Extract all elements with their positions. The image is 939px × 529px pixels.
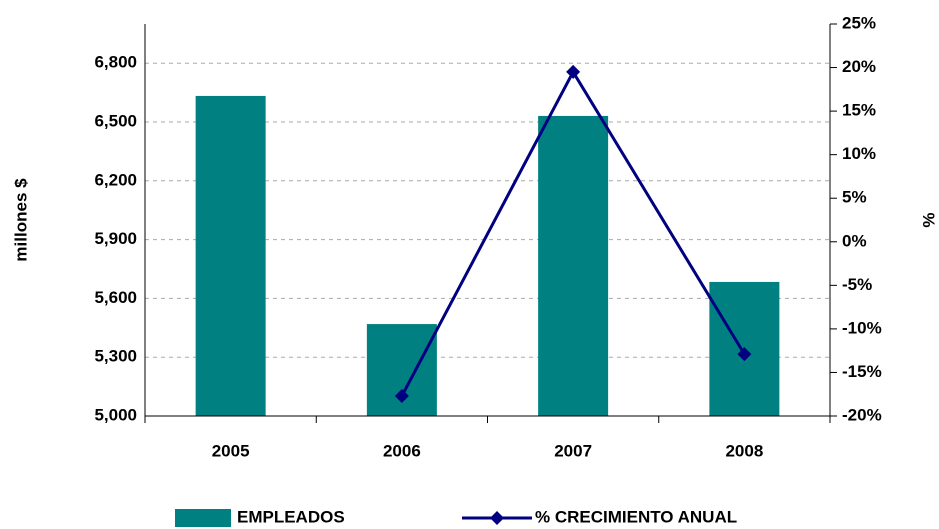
legend-swatch xyxy=(175,509,231,527)
y-tick-label: 6,800 xyxy=(94,53,137,72)
y-axis-label: millones $ xyxy=(11,178,30,262)
y2-tick-label: -10% xyxy=(842,318,882,337)
y2-tick-label: -5% xyxy=(842,275,872,294)
legend-label: % CRECIMIENTO ANUAL xyxy=(535,507,737,526)
y2-tick-label: 10% xyxy=(842,144,876,163)
legend-marker xyxy=(490,511,504,525)
y-tick-label: 6,200 xyxy=(94,170,137,189)
line-marker xyxy=(737,347,752,362)
y2-tick-label: 15% xyxy=(842,101,876,120)
x-tick-label: 2007 xyxy=(554,441,592,460)
bar xyxy=(538,115,609,416)
x-tick-label: 2005 xyxy=(212,441,250,460)
line-marker xyxy=(394,388,409,403)
y2-tick-label: 25% xyxy=(842,13,876,32)
x-tick-label: 2008 xyxy=(725,441,763,460)
y-tick-label: 5,300 xyxy=(94,347,137,366)
y2-tick-label: 20% xyxy=(842,57,876,76)
y-tick-label: 5,900 xyxy=(94,229,137,248)
y2-tick-label: 5% xyxy=(842,188,867,207)
y-tick-label: 5,000 xyxy=(94,405,137,424)
y2-tick-label: -20% xyxy=(842,405,882,424)
line-marker xyxy=(566,64,581,79)
y2-tick-label: -15% xyxy=(842,362,882,381)
y2-tick-label: 0% xyxy=(842,231,867,250)
legend-label: EMPLEADOS xyxy=(237,507,345,526)
bar xyxy=(195,95,266,416)
x-tick-label: 2006 xyxy=(383,441,421,460)
y2-axis-label: % xyxy=(919,212,938,227)
y-tick-label: 6,500 xyxy=(94,111,137,130)
y-tick-label: 5,600 xyxy=(94,288,137,307)
